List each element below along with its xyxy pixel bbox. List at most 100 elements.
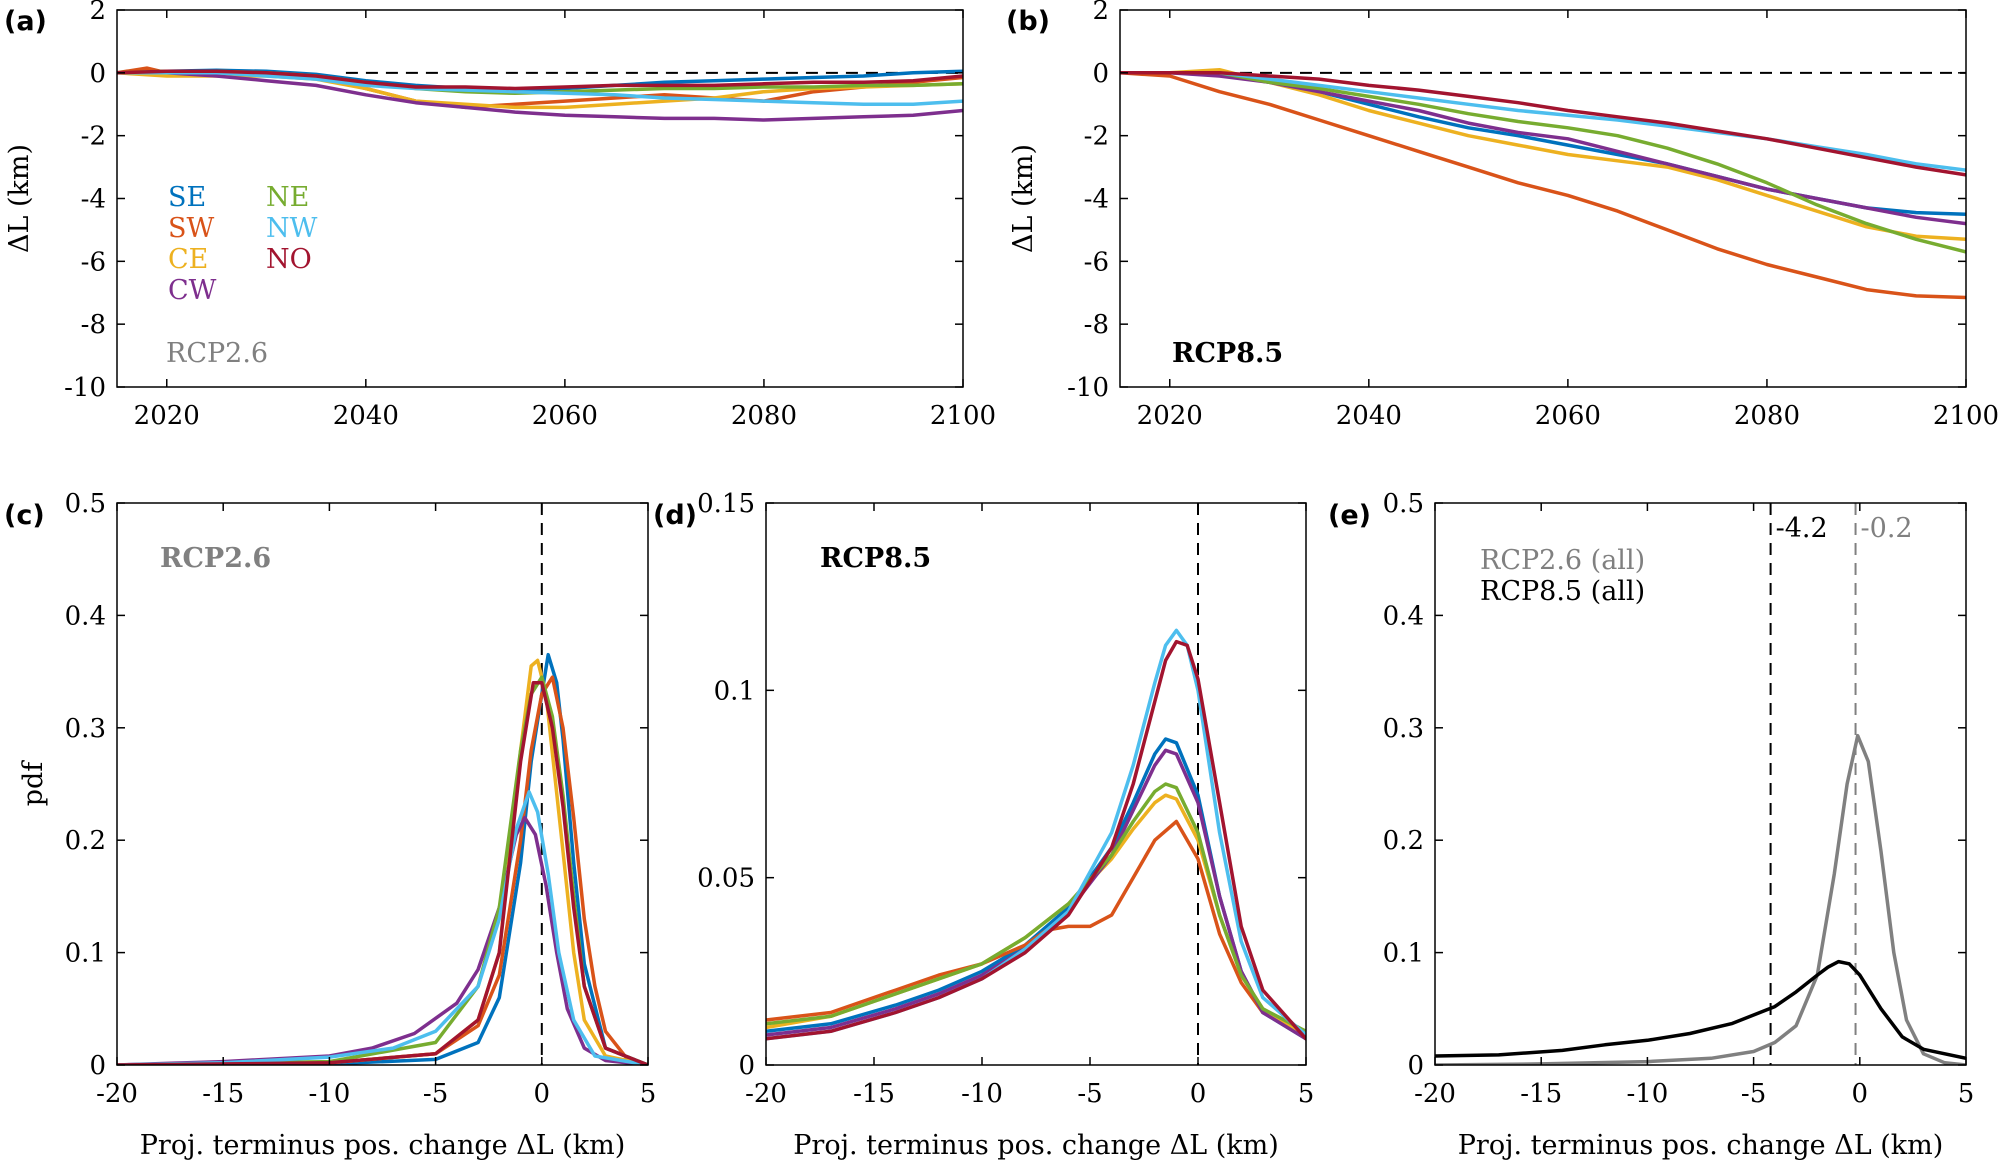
y-tick-label-b: -4 [1084, 185, 1109, 215]
series-line-b-NW [1120, 71, 1966, 172]
series-line-e-RCP2-6-all [1435, 733, 1966, 1065]
x-tick-label-b: 2100 [1933, 401, 1999, 431]
legend-entry-CW: CW [168, 275, 217, 306]
y-tick-label-e: 0.2 [1383, 826, 1424, 856]
x-tick-label-a: 2040 [333, 401, 399, 431]
series-line-b-NE [1120, 71, 1966, 254]
scenario-label-d: RCP8.5 [820, 543, 931, 574]
x-tick-label-e: -20 [1414, 1079, 1456, 1109]
series-line-c-NO [117, 681, 648, 1065]
y-tick-label-a: -2 [81, 122, 106, 152]
x-tick-label-d: 0 [1190, 1079, 1207, 1109]
x-tick-label-c: 0 [534, 1079, 551, 1109]
axes-box-c [116, 502, 649, 1066]
plot-d: -20 -15 -10 -5 0 5 0.15 0.1 0.05 0 Proj. terminus … [697, 489, 1314, 1161]
x-tick-label-d: -15 [853, 1079, 895, 1109]
series-line-d-NO [766, 639, 1306, 1041]
panel-b: (b) 2020 2040 2060 2080 2100 2 0 -2 -4 -6 -8 -10 ΔL … [1006, 0, 1999, 431]
x-tick-label-e: 5 [1958, 1079, 1975, 1109]
x-tick-label-b: 2040 [1336, 401, 1402, 431]
series-line-a-CW [117, 71, 963, 122]
panel-label-a: (a) [4, 6, 47, 37]
x-tick-label-b: 2080 [1734, 401, 1800, 431]
y-tick-label-d: 0 [738, 1051, 755, 1081]
scenario-label-a: RCP2.6 [166, 338, 268, 369]
series-line-b-NO [1120, 71, 1966, 177]
x-tick-label-e: -15 [1520, 1079, 1562, 1109]
y-axis-title-c: pdf [18, 760, 49, 807]
panel-d: (d) -20 -15 -10 -5 0 5 0.15 0.1 0.05 0 Proj. termi… [653, 489, 1314, 1161]
y-axis-title-b: ΔL (km) [1008, 144, 1039, 253]
x-tick-label-d: 5 [1298, 1079, 1315, 1109]
y-tick-label-d: 0.15 [697, 489, 755, 519]
y-tick-label-a: 0 [89, 59, 106, 89]
x-tick-label-c: -15 [202, 1079, 244, 1109]
y-tick-label-a: -6 [81, 247, 106, 277]
x-tick-label-e: -5 [1741, 1079, 1766, 1109]
y-tick-label-b: -8 [1084, 310, 1109, 340]
x-tick-label-c: -10 [308, 1079, 350, 1109]
y-tick-label-c: 0.4 [65, 601, 106, 631]
y-tick-label-e: 0.3 [1383, 714, 1424, 744]
legend-entry-NW: NW [266, 213, 318, 244]
y-tick-label-c: 0.1 [65, 939, 106, 969]
panel-label-e: (e) [1328, 500, 1371, 531]
y-axis-title-a: ΔL (km) [4, 144, 35, 253]
y-tick-label-a: -10 [64, 373, 106, 403]
legend-entry-rcp85-all: RCP8.5 (all) [1480, 576, 1645, 607]
legend-entry-CE: CE [168, 244, 208, 275]
series-line-e-RCP8-5-all [1435, 959, 1966, 1061]
y-tick-label-d: 0.1 [714, 676, 755, 706]
plot-c: -20 -15 -10 -5 0 5 0.5 0.4 0.3 0.2 0.1 0 Proj. termi… [18, 489, 656, 1161]
series-line-d-CW [766, 748, 1306, 1041]
panel-a: (a) 2020 2040 2060 2080 2100 2 0 -2 -4 -6 -8 -10 ΔL … [4, 0, 996, 431]
scenario-label-b: RCP8.5 [1172, 338, 1283, 369]
y-tick-label-e: 0.4 [1383, 601, 1424, 631]
median-label-rcp26: -0.2 [1861, 513, 1913, 544]
median-label-rcp85: -4.2 [1776, 513, 1828, 544]
legend-a: SE NE SW NW CE NO CW [168, 182, 318, 306]
y-tick-label-a: -8 [81, 310, 106, 340]
panel-c: (c) -20 -15 -10 -5 0 5 0.5 0.4 0.3 0.2 0.1 0 Proj. t… [4, 489, 656, 1161]
series-line-a-NO [117, 69, 963, 91]
panel-e: (e) -4.2 -0.2 -20 -15 -10 -5 0 5 0.5 0.4 0.3 0.2 0.1… [1328, 489, 1974, 1161]
y-tick-label-d: 0.05 [697, 864, 755, 894]
x-tick-label-e: -10 [1626, 1079, 1668, 1109]
x-tick-label-a: 2100 [930, 401, 996, 431]
y-tick-label-e: 0.5 [1383, 489, 1424, 519]
plot-b: 2020 2040 2060 2080 2100 2 0 -2 -4 -6 -8 -10 ΔL (km) [1008, 0, 1999, 431]
x-axis-title-d: Proj. terminus pos. change ΔL (km) [793, 1130, 1279, 1161]
y-tick-label-b: -10 [1067, 373, 1109, 403]
x-axis-title-c: Proj. terminus pos. change ΔL (km) [140, 1130, 626, 1161]
plot-e: -4.2 -0.2 -20 -15 -10 -5 0 5 0.5 0.4 0.3 0.2 0.1 0 Pro… [1383, 489, 1975, 1161]
x-tick-label-d: -5 [1077, 1079, 1102, 1109]
x-tick-label-c: 5 [640, 1079, 657, 1109]
plot-a: 2020 2040 2060 2080 2100 2 0 -2 -4 -6 -8 -10 ΔL (km) [4, 0, 996, 431]
legend-entry-NO: NO [266, 244, 312, 275]
y-tick-label-a: 2 [89, 0, 106, 26]
y-tick-label-a: -4 [81, 185, 106, 215]
legend-entry-SE: SE [168, 182, 206, 213]
y-tick-label-b: 2 [1092, 0, 1109, 26]
x-tick-label-a: 2020 [134, 401, 200, 431]
legend-entry-rcp26-all: RCP2.6 (all) [1480, 545, 1645, 576]
series-line-a-NW [117, 71, 963, 107]
legend-entry-SW: SW [168, 213, 214, 244]
y-tick-label-b: -2 [1084, 122, 1109, 152]
x-tick-label-a: 2080 [731, 401, 797, 431]
axes-box-e [1434, 502, 1967, 1066]
panel-label-d: (d) [653, 500, 697, 531]
x-tick-label-b: 2020 [1137, 401, 1203, 431]
x-tick-label-a: 2060 [532, 401, 598, 431]
y-tick-label-b: -6 [1084, 247, 1109, 277]
y-tick-label-e: 0 [1407, 1051, 1424, 1081]
panel-label-c: (c) [4, 500, 45, 531]
x-tick-label-c: -5 [423, 1079, 448, 1109]
x-tick-label-d: -20 [745, 1079, 787, 1109]
series-line-b-SW [1120, 71, 1966, 300]
y-tick-label-c: 0.5 [65, 489, 106, 519]
axes-box-d [765, 502, 1307, 1066]
x-tick-label-b: 2060 [1535, 401, 1601, 431]
series-line-c-SW [117, 675, 648, 1065]
y-tick-label-e: 0.1 [1383, 939, 1424, 969]
